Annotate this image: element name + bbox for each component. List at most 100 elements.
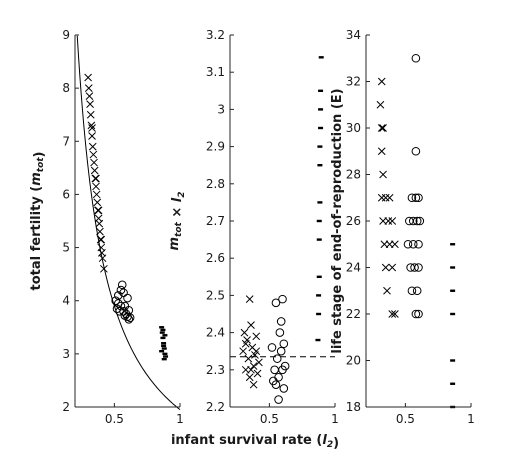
data-point-dot [318, 56, 324, 59]
y-tick-label: 18 [346, 400, 361, 414]
data-point-x [245, 373, 254, 382]
y-tick-label: 4 [62, 294, 70, 308]
data-point-x [92, 174, 100, 183]
data-point-x [85, 92, 94, 100]
panel-end-of-reproduction: 18 20 22 24 26 28 30 32 34 0.5 1 life stage of end-… [330, 28, 475, 426]
y-tick-label: 20 [346, 354, 361, 368]
data-point-x [253, 369, 262, 378]
y-tick-label: 2.2 [206, 400, 225, 414]
x-tick-label: 0.5 [396, 412, 415, 426]
data-point-x [391, 310, 399, 318]
data-point-circle [414, 193, 423, 203]
data-point-x [240, 328, 249, 337]
y-tick-label: 3 [62, 347, 70, 361]
data-point-circle [274, 395, 283, 404]
data-point-circle [412, 216, 422, 226]
data-point-circle [119, 307, 128, 316]
data-point-x [98, 254, 107, 263]
data-point-x [100, 264, 108, 273]
data-point-dot [161, 344, 167, 348]
data-point-dot [316, 312, 322, 316]
data-point-circle [275, 328, 285, 337]
x-tick-label: 0.5 [260, 412, 279, 426]
y-tick-label: 9 [62, 28, 70, 42]
data-point-x [84, 84, 93, 92]
data-point-x [249, 362, 258, 370]
data-point-x [95, 219, 104, 228]
y-tick-label: 32 [346, 75, 361, 89]
data-point-circle [271, 298, 281, 308]
data-point-dot [161, 357, 167, 361]
y-tick-label: 7 [62, 134, 70, 148]
data-point-circle [414, 309, 423, 319]
data-point-x [244, 354, 253, 363]
data-point-x [385, 193, 394, 202]
data-point-dot [450, 312, 456, 316]
data-point-dot [450, 266, 456, 269]
data-point-x [94, 206, 103, 215]
y-tick-label: 30 [346, 121, 361, 135]
data-point-dot [316, 238, 322, 241]
y-tick-label: 2.3 [206, 363, 225, 377]
data-point-circle [403, 239, 413, 249]
data-point-x [88, 132, 96, 140]
x-tick-label: 1 [331, 412, 339, 426]
data-point-circle [280, 361, 290, 371]
data-point-x [381, 263, 390, 272]
data-point-dot [159, 350, 165, 353]
data-point-x [86, 110, 95, 119]
data-point-dot [316, 219, 322, 223]
data-point-circle [111, 296, 120, 306]
data-point-dot [162, 352, 168, 356]
data-point-x [87, 121, 96, 130]
y-tick-label: 2 [62, 400, 70, 414]
data-point-x [239, 347, 247, 356]
data-point-circle [116, 301, 126, 311]
data-point-circle [408, 216, 418, 226]
y-tick-label: 3.1 [206, 65, 225, 79]
y-tick-label: 2.6 [206, 251, 225, 265]
data-point-x [252, 332, 261, 341]
shared-x-axis-label: infant survival rate (l2) [171, 433, 339, 451]
data-point-x [383, 286, 391, 295]
data-point-x [247, 321, 255, 330]
data-point-dot [315, 338, 321, 342]
data-point-dot [450, 289, 456, 292]
data-point-circle [414, 239, 423, 249]
data-point-x [89, 150, 98, 159]
data-point-x [86, 100, 94, 108]
y-tick-label: 34 [346, 28, 361, 42]
data-point-circle [414, 263, 423, 272]
y-tick-label: 26 [346, 214, 361, 228]
data-point-circle [415, 216, 425, 226]
data-point-x [245, 295, 254, 303]
data-point-circle [270, 365, 279, 375]
data-point-dot [160, 336, 166, 340]
data-point-x [381, 193, 390, 202]
data-point-dot [159, 326, 165, 329]
data-point-dot [318, 108, 324, 111]
data-point-circle [412, 286, 422, 296]
data-point-x [247, 365, 255, 374]
data-point-x [88, 142, 97, 151]
data-point-x [84, 73, 92, 82]
data-point-x [252, 347, 261, 356]
data-point-circle [279, 384, 289, 393]
data-point-x [93, 198, 102, 207]
data-point-x [377, 193, 386, 202]
data-point-dot [450, 382, 456, 385]
data-point-dot [317, 145, 323, 148]
data-point-x [90, 166, 99, 175]
data-point-x [92, 190, 101, 199]
data-point-dot [162, 334, 168, 337]
data-point-dot [161, 342, 167, 345]
y-tick-label: 22 [346, 307, 361, 321]
panel-fertility-times-survival: 2.2 2.3 2.4 2.5 2.6 2.7 2.8 2.9 3 3.1 3.2 0.5 1 mtot … [167, 28, 339, 426]
data-point-x [376, 100, 385, 109]
data-point-circle [116, 285, 126, 295]
data-point-circle [117, 280, 127, 290]
data-point-dot [318, 89, 324, 92]
data-point-circle [279, 339, 289, 349]
data-point-dot [160, 328, 166, 332]
